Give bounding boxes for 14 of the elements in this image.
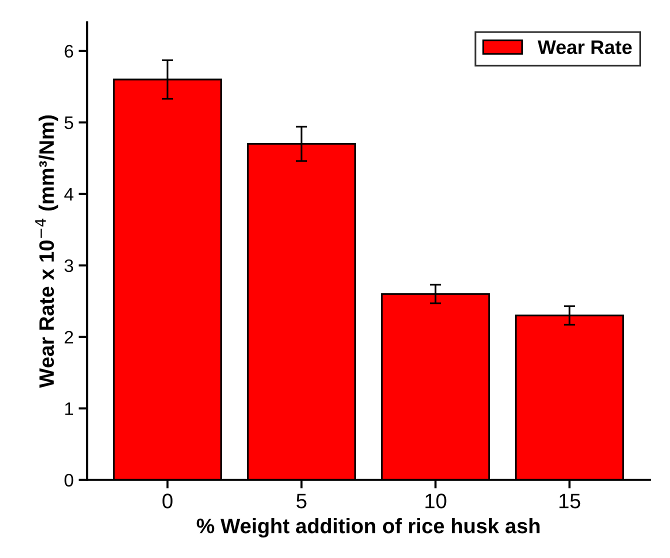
y-tick-label: 0 — [64, 474, 74, 487]
y-tick-label: 3 — [64, 259, 74, 272]
y-tick-label: 4 — [64, 188, 74, 200]
y-tick-label: 6 — [64, 44, 74, 58]
x-tick-label: 0 — [162, 494, 172, 508]
y-tick-label: 2 — [64, 330, 73, 344]
x-tick-label: 10 — [426, 494, 446, 508]
legend-label: Wear Rate — [538, 40, 632, 54]
x-axis-title: % Weight addition of rice husk ash — [196, 518, 540, 538]
y-tick-label: 1 — [65, 402, 74, 415]
y-tick-label: 5 — [64, 116, 74, 130]
x-tick-label: 5 — [296, 494, 306, 508]
y-axis-title: Wear Rate x 10$^{−4}$ (mm³/Nm) — [35, 115, 58, 388]
x-tick-label: 15 — [560, 494, 580, 508]
